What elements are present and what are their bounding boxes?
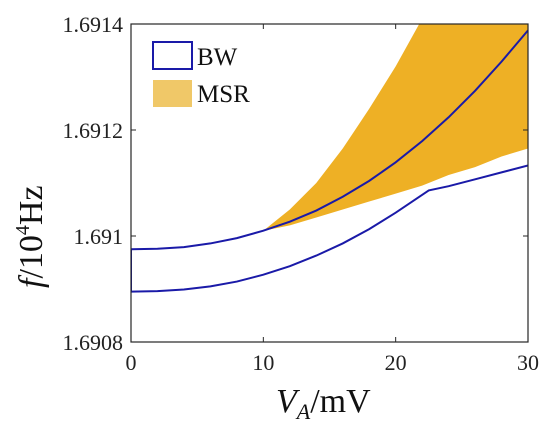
plot-frame	[130, 23, 529, 343]
y-tick-label: 1.6912	[63, 118, 124, 143]
bw-series-layer	[131, 29, 528, 293]
bw-upper-curve	[131, 29, 528, 251]
legend-msr-label: MSR	[197, 81, 250, 108]
legend-msr-swatch	[153, 80, 192, 107]
y-axis-label-unit-prefix: /10	[13, 235, 50, 278]
x-axis-label-subscript: A	[295, 399, 311, 424]
y-tick-label: 1.6908	[63, 330, 124, 355]
legend-bw-swatch	[152, 41, 193, 70]
y-axis-label-exponent: 4	[12, 225, 34, 235]
x-axis-label: VA/mV	[276, 383, 371, 424]
msr-region	[263, 24, 528, 231]
x-tick-label: 10	[252, 350, 274, 375]
x-tick-label: 20	[385, 350, 407, 375]
y-axis-label: f/104Hz	[12, 185, 50, 288]
x-axis-label-unit: /mV	[310, 383, 371, 420]
msr-region-layer	[263, 24, 528, 231]
axis-ticks: 0 10 20 30 1.6908 1.691 1.6912 1.6914	[63, 12, 540, 375]
legend-bw-label: BW	[197, 44, 238, 71]
y-axis-label-unit-suffix: Hz	[13, 185, 50, 225]
y-tick-label: 1.691	[74, 224, 124, 249]
legend: BW MSR	[152, 41, 250, 108]
y-tick-label: 1.6914	[63, 12, 124, 37]
bw-lower-curve	[131, 164, 528, 293]
x-tick-label: 30	[517, 350, 539, 375]
x-tick-label: 0	[126, 350, 137, 375]
